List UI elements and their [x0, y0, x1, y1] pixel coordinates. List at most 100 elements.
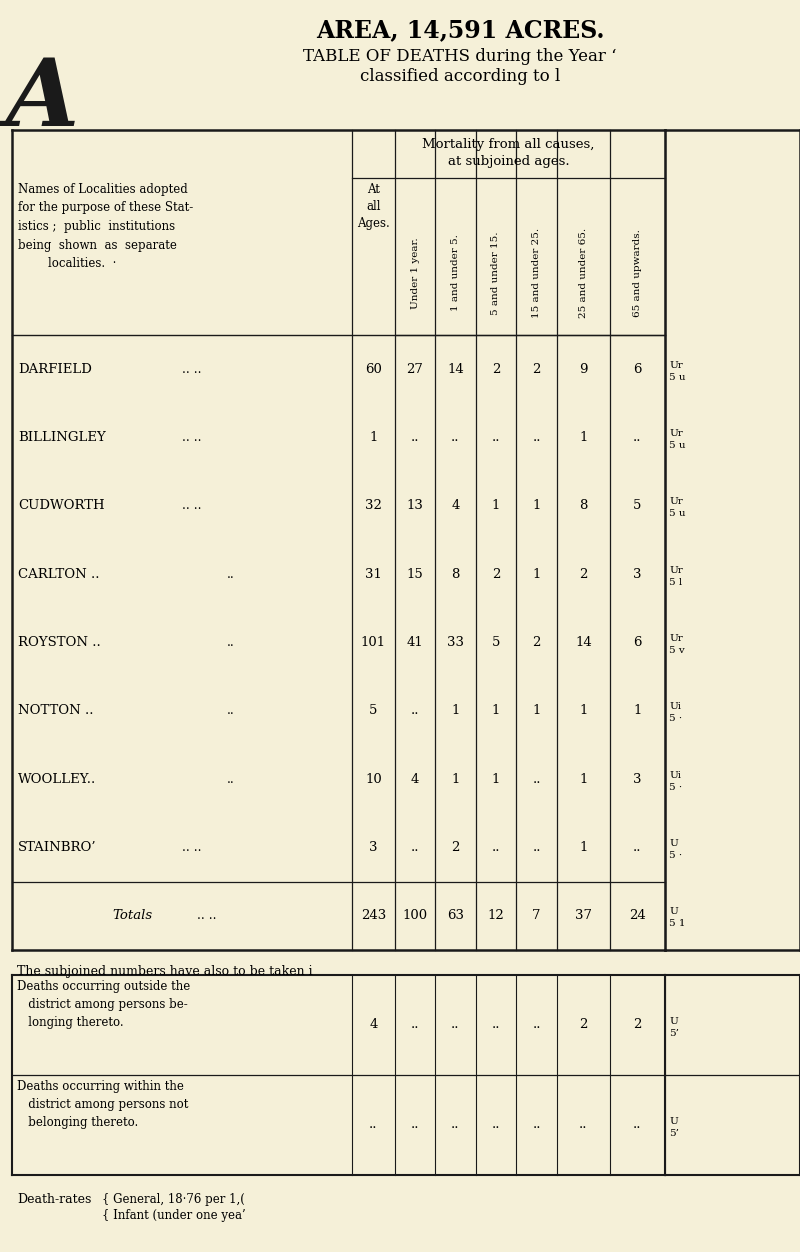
- Text: ..: ..: [634, 841, 642, 854]
- Text: ..: ..: [451, 1018, 460, 1032]
- Text: 1: 1: [579, 431, 588, 444]
- Text: 15: 15: [406, 567, 423, 581]
- Text: AREA, 14,591 ACRES.: AREA, 14,591 ACRES.: [316, 18, 604, 43]
- Text: ..: ..: [227, 636, 234, 649]
- Text: ..: ..: [532, 431, 541, 444]
- Text: ROYSTON ..: ROYSTON ..: [18, 636, 101, 649]
- Text: ..: ..: [227, 567, 234, 581]
- Text: 5: 5: [370, 705, 378, 717]
- Text: 24: 24: [629, 909, 646, 923]
- Text: 1: 1: [532, 500, 541, 512]
- Text: 14: 14: [447, 363, 464, 376]
- Text: 63: 63: [447, 909, 464, 923]
- Text: U: U: [669, 839, 678, 848]
- Text: CARLTON ..: CARLTON ..: [18, 567, 99, 581]
- Text: Deaths occurring within the
   district among persons not
   belonging thereto.: Deaths occurring within the district amo…: [17, 1080, 188, 1129]
- Text: 1: 1: [579, 841, 588, 854]
- Text: 4: 4: [370, 1018, 378, 1032]
- Text: Mortality from all causes,: Mortality from all causes,: [422, 138, 594, 151]
- Text: 3: 3: [634, 772, 642, 786]
- Text: A: A: [6, 55, 78, 145]
- Text: 10: 10: [365, 772, 382, 786]
- Text: 4: 4: [451, 500, 460, 512]
- Text: 1: 1: [579, 772, 588, 786]
- Text: .. ..: .. ..: [197, 909, 217, 923]
- Text: ..: ..: [579, 1118, 588, 1132]
- Text: .. ..: .. ..: [182, 363, 202, 376]
- Text: Names of Localities adopted
for the purpose of these Stat-
istics ;  public  ins: Names of Localities adopted for the purp…: [18, 183, 194, 270]
- Text: Ur: Ur: [669, 429, 682, 438]
- Text: WOOLLEY..: WOOLLEY..: [18, 772, 96, 786]
- Text: 5 and under 15.: 5 and under 15.: [491, 232, 501, 314]
- Text: ..: ..: [410, 1018, 419, 1032]
- Text: 1: 1: [532, 567, 541, 581]
- Text: 5 v: 5 v: [669, 646, 685, 655]
- Text: .. ..: .. ..: [182, 431, 202, 444]
- Text: 7: 7: [532, 909, 541, 923]
- Text: 100: 100: [402, 909, 427, 923]
- Text: 31: 31: [365, 567, 382, 581]
- Text: The subjoined numbers have also to be taken i: The subjoined numbers have also to be ta…: [17, 965, 313, 978]
- Text: 5 ·: 5 ·: [669, 851, 682, 860]
- Text: 5’: 5’: [669, 1128, 679, 1138]
- Text: 6: 6: [634, 636, 642, 649]
- Text: TABLE OF DEATHS during the Year ‘: TABLE OF DEATHS during the Year ‘: [303, 48, 617, 65]
- Text: ..: ..: [492, 1118, 500, 1132]
- Text: Ui: Ui: [669, 771, 681, 780]
- Text: 5: 5: [492, 636, 500, 649]
- Text: 101: 101: [361, 636, 386, 649]
- Text: 6: 6: [634, 363, 642, 376]
- Text: ..: ..: [227, 705, 234, 717]
- Text: 8: 8: [451, 567, 460, 581]
- Text: ..: ..: [410, 841, 419, 854]
- Text: 4: 4: [411, 772, 419, 786]
- Text: CUDWORTH: CUDWORTH: [18, 500, 105, 512]
- Text: 3: 3: [634, 567, 642, 581]
- Text: 2: 2: [579, 567, 588, 581]
- Text: 2: 2: [532, 363, 541, 376]
- Text: ..: ..: [410, 705, 419, 717]
- Text: 32: 32: [365, 500, 382, 512]
- Text: Ur: Ur: [669, 497, 682, 506]
- Text: 14: 14: [575, 636, 592, 649]
- Text: Ui: Ui: [669, 702, 681, 711]
- Text: 5 u: 5 u: [669, 510, 686, 518]
- Text: ..: ..: [410, 431, 419, 444]
- Text: Under 1 year.: Under 1 year.: [410, 237, 419, 309]
- Text: 1: 1: [634, 705, 642, 717]
- Text: 9: 9: [579, 363, 588, 376]
- Text: 5 u: 5 u: [669, 441, 686, 449]
- Text: 1: 1: [370, 431, 378, 444]
- Text: STAINBRO’: STAINBRO’: [18, 841, 97, 854]
- Text: 15 and under 25.: 15 and under 25.: [532, 228, 541, 318]
- Text: 1: 1: [451, 772, 460, 786]
- Text: DARFIELD: DARFIELD: [18, 363, 92, 376]
- Text: Ur: Ur: [669, 566, 682, 575]
- Text: 2: 2: [492, 363, 500, 376]
- Text: 1: 1: [492, 500, 500, 512]
- Text: .. ..: .. ..: [182, 841, 202, 854]
- Text: ..: ..: [492, 1018, 500, 1032]
- Text: BILLINGLEY: BILLINGLEY: [18, 431, 106, 444]
- Text: 13: 13: [406, 500, 423, 512]
- Text: 12: 12: [488, 909, 504, 923]
- Text: ..: ..: [532, 1018, 541, 1032]
- Text: 2: 2: [451, 841, 460, 854]
- Text: 3: 3: [370, 841, 378, 854]
- Text: .. ..: .. ..: [182, 500, 202, 512]
- Text: 33: 33: [447, 636, 464, 649]
- Text: 1: 1: [532, 705, 541, 717]
- Text: ..: ..: [492, 431, 500, 444]
- Text: 5 ·: 5 ·: [669, 782, 682, 791]
- Text: 2: 2: [532, 636, 541, 649]
- Text: 37: 37: [575, 909, 592, 923]
- Text: ..: ..: [451, 431, 460, 444]
- Text: ..: ..: [227, 772, 234, 786]
- Text: At
all
Ages.: At all Ages.: [357, 183, 390, 230]
- Text: U: U: [669, 908, 678, 916]
- Text: 2: 2: [579, 1018, 588, 1032]
- Text: 8: 8: [579, 500, 588, 512]
- Text: 5 l: 5 l: [669, 577, 682, 587]
- Text: 60: 60: [365, 363, 382, 376]
- Text: 1: 1: [492, 705, 500, 717]
